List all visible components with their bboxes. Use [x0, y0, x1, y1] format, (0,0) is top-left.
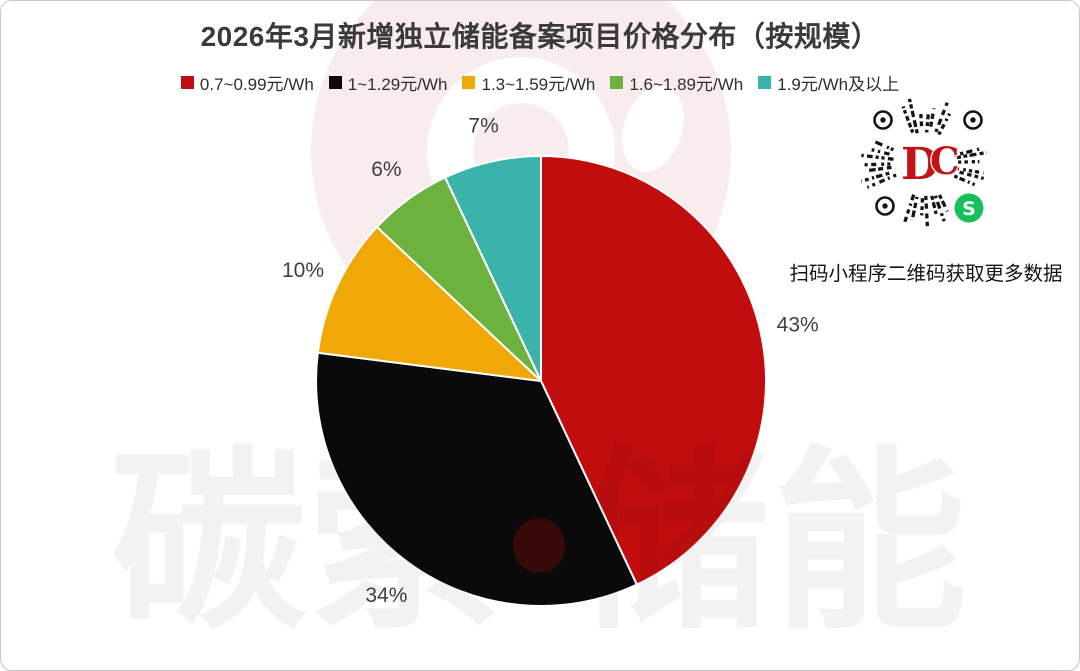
legend-item-2: 1.3~1.59元/Wh: [462, 70, 595, 95]
legend-swatch-icon: [610, 76, 624, 89]
pie-slice-1: [315, 351, 638, 608]
legend-item-3: 1.6~1.89元/Wh: [610, 70, 743, 95]
qr-eye-bottom-left: [875, 196, 895, 216]
legend-swatch-icon: [180, 76, 194, 89]
qr-code-icon: D C S: [860, 98, 987, 229]
dc-logo-icon: D C: [897, 136, 961, 190]
pie-slice-0: [540, 155, 767, 586]
miniprogram-qr-code: D C S: [854, 93, 994, 233]
legend-item-0: 0.7~0.99元/Wh: [180, 70, 314, 95]
logo-watermark-drop: [622, 86, 684, 172]
legend-label: 1.3~1.59元/Wh: [481, 75, 596, 94]
legend-label: 1.9元/Wh及以上: [777, 75, 900, 94]
wechat-miniprogram-icon: S: [954, 193, 984, 223]
legend-label: 1.6~1.89元/Wh: [629, 75, 744, 94]
chart-legend: 0.7~0.99元/Wh 1~1.29元/Wh 1.3~1.59元/Wh 1.6~1.…: [1, 70, 1079, 95]
qr-caption: 扫码小程序二维码获取更多数据: [789, 263, 1063, 285]
legend-label: 1~1.29元/Wh: [347, 75, 448, 94]
pie-label-2: 10%: [282, 259, 324, 282]
pie-slice-2: [316, 226, 542, 382]
watermark-dot: [513, 518, 565, 573]
qr-eye-top-right: [963, 110, 983, 130]
logo-letter-c: C: [930, 139, 959, 183]
legend-item-4: 1.9元/Wh及以上: [758, 70, 899, 95]
pie-label-3: 6%: [371, 158, 401, 181]
legend-swatch-icon: [328, 76, 342, 89]
pie-slice-4: [444, 155, 542, 382]
miniprogram-glyph: S: [962, 198, 976, 220]
legend-label: 0.7~0.99元/Wh: [199, 75, 314, 94]
pie-label-0: 43%: [777, 314, 819, 337]
pie-label-4: 7%: [468, 114, 498, 137]
chart-title: 2026年3月新增独立储能备案项目价格分布（按规模）: [200, 21, 880, 52]
legend-swatch-icon: [758, 76, 772, 89]
legend-item-1: 1~1.29元/Wh: [328, 70, 448, 95]
legend-swatch-icon: [462, 76, 476, 89]
qr-dots: [860, 98, 987, 229]
pie-label-1: 34%: [365, 584, 407, 607]
logo-letter-d: D: [901, 139, 939, 190]
qr-eye-top-left: [873, 110, 893, 130]
